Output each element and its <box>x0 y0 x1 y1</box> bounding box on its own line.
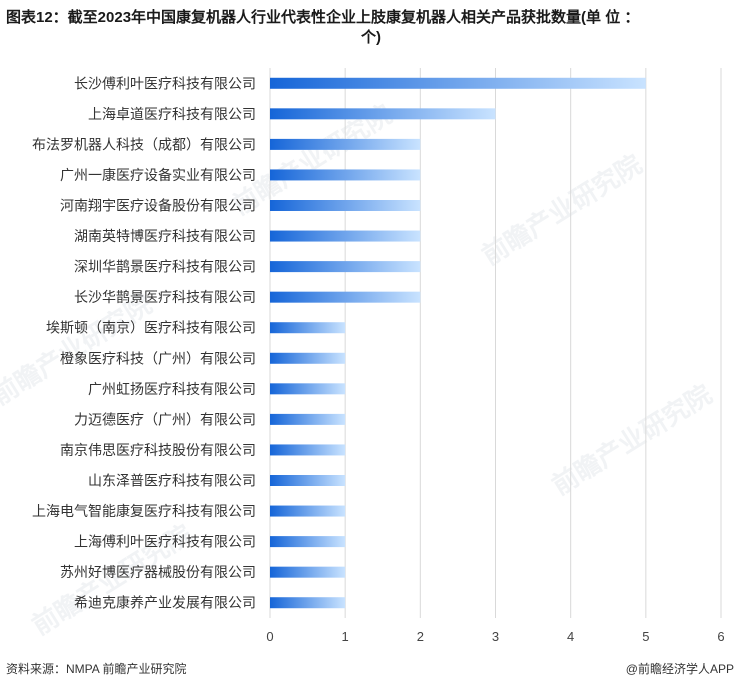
brand-note: @前瞻经济学人APP <box>625 662 734 676</box>
category-label: 希迪克康养产业发展有限公司 <box>74 595 256 612</box>
category-label: 力迈德医疗（广州）有限公司 <box>74 412 256 428</box>
bar <box>270 322 346 334</box>
category-label: 山东泽普医疗科技有限公司 <box>88 474 256 490</box>
category-label: 上海电气智能康复医疗科技有限公司 <box>32 503 256 520</box>
bar <box>270 413 346 425</box>
category-label: 苏州好博医疗器械股份有限公司 <box>60 564 256 581</box>
bar <box>270 108 496 120</box>
bar <box>270 597 346 609</box>
category-label: 南京伟思医疗科技股份有限公司 <box>60 443 256 459</box>
bar <box>270 444 346 456</box>
x-tick-label: 3 <box>492 629 499 644</box>
category-label: 广州虹扬医疗科技有限公司 <box>88 382 256 398</box>
x-tick-label: 0 <box>266 629 273 644</box>
source-note: 资料来源：NMPA 前瞻产业研究院 <box>6 662 187 676</box>
chart-title: 图表12：截至2023年中国康复机器人行业代表性企业上肢康复机器人相关产品获批数… <box>6 8 736 48</box>
category-label: 湖南英特博医疗科技有限公司 <box>74 228 256 245</box>
bar <box>270 77 646 89</box>
category-label: 深圳华鹊景医疗科技有限公司 <box>74 259 256 276</box>
bar <box>270 566 346 578</box>
x-tick-label: 4 <box>567 629 574 644</box>
category-label: 埃斯顿（南京）医疗科技有限公司 <box>46 321 256 337</box>
bar <box>270 169 421 181</box>
bar <box>270 138 421 150</box>
category-label: 河南翔宇医疗设备股份有限公司 <box>60 198 256 215</box>
category-label: 长沙傅利叶医疗科技有限公司 <box>74 76 256 92</box>
x-tick-label: 5 <box>642 629 649 644</box>
category-label: 上海傅利叶医疗科技有限公司 <box>74 535 256 551</box>
bar <box>270 352 346 364</box>
chart-title-line2: 个) <box>361 29 381 46</box>
bar <box>270 261 421 273</box>
chart-title-line1: 图表12：截至2023年中国康复机器人行业代表性企业上肢康复机器人相关产品获批数… <box>6 9 640 26</box>
category-label: 长沙华鹊景医疗科技有限公司 <box>74 289 256 306</box>
category-label: 布法罗机器人科技（成都）有限公司 <box>32 137 256 153</box>
category-label: 广州一康医疗设备实业有限公司 <box>60 167 256 184</box>
x-tick-label: 1 <box>342 629 349 644</box>
bar <box>270 230 421 242</box>
bar <box>270 475 346 486</box>
bar <box>270 505 346 517</box>
bar <box>270 383 346 395</box>
category-label: 上海卓道医疗科技有限公司 <box>88 107 256 123</box>
x-tick-label: 6 <box>717 629 724 644</box>
bar <box>270 536 346 548</box>
x-tick-label: 2 <box>417 629 424 644</box>
bar <box>270 291 421 303</box>
category-label: 橙象医疗科技（广州）有限公司 <box>60 351 256 367</box>
bar <box>270 200 421 211</box>
